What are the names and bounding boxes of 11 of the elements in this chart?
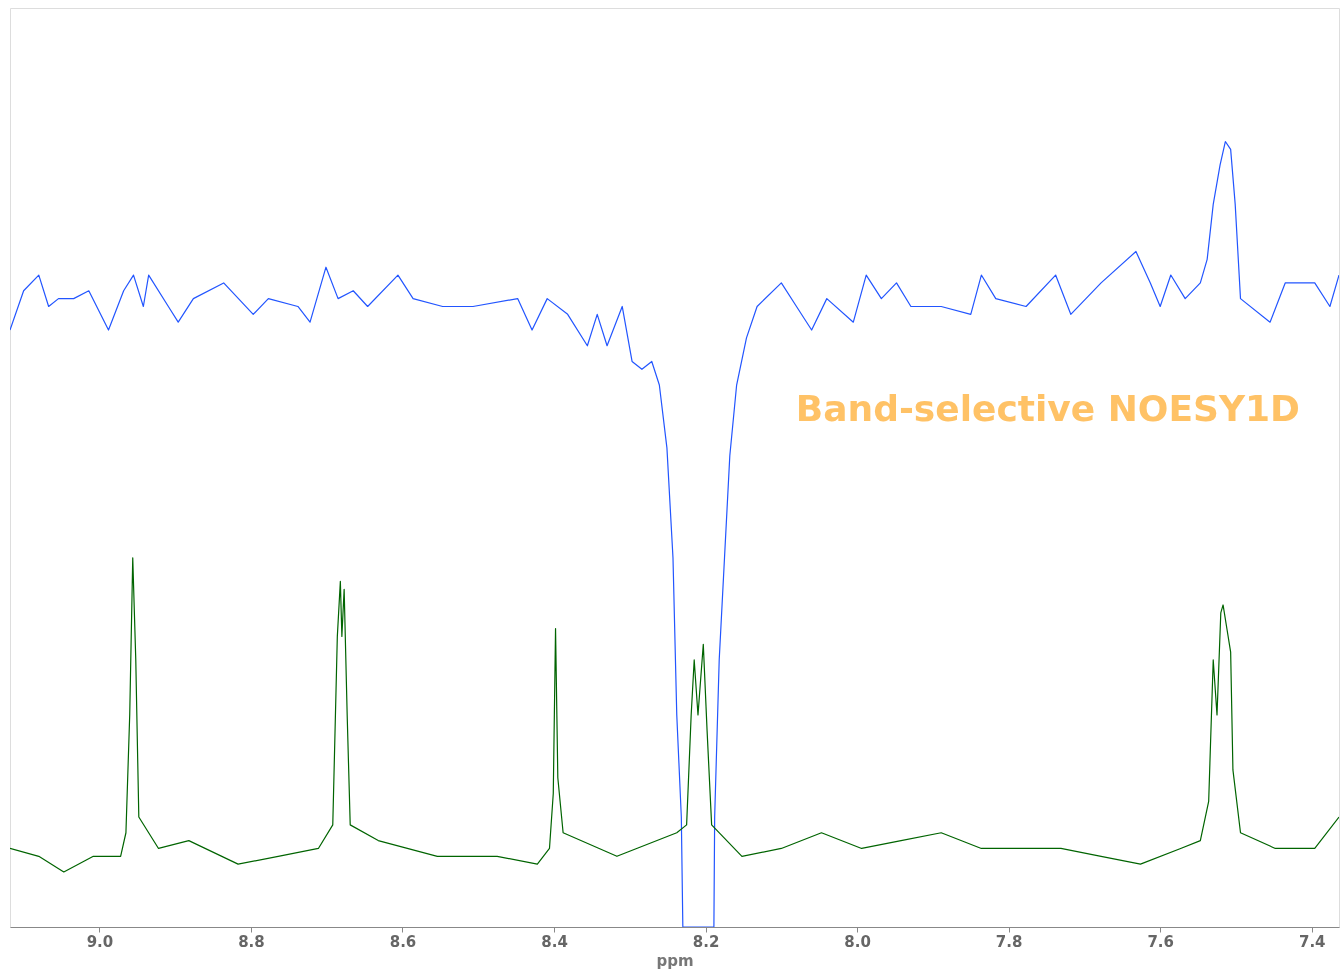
x-tick-label: 8.2 xyxy=(692,932,720,951)
x-tick-label: 8.0 xyxy=(844,932,871,951)
annotation: Band-selective NOESY1D xyxy=(795,388,1300,429)
x-tick-label: 8.4 xyxy=(541,932,568,951)
x-tick-label: 7.8 xyxy=(995,932,1023,951)
x-tick-label: 9.0 xyxy=(86,932,114,951)
x-tick-label: 7.4 xyxy=(1298,932,1326,951)
x-tick-label: 7.6 xyxy=(1147,932,1174,951)
x-tick-label: 8.6 xyxy=(389,932,417,951)
x-tick-label: 8.8 xyxy=(238,932,265,951)
x-axis-title: ppm xyxy=(656,951,694,970)
